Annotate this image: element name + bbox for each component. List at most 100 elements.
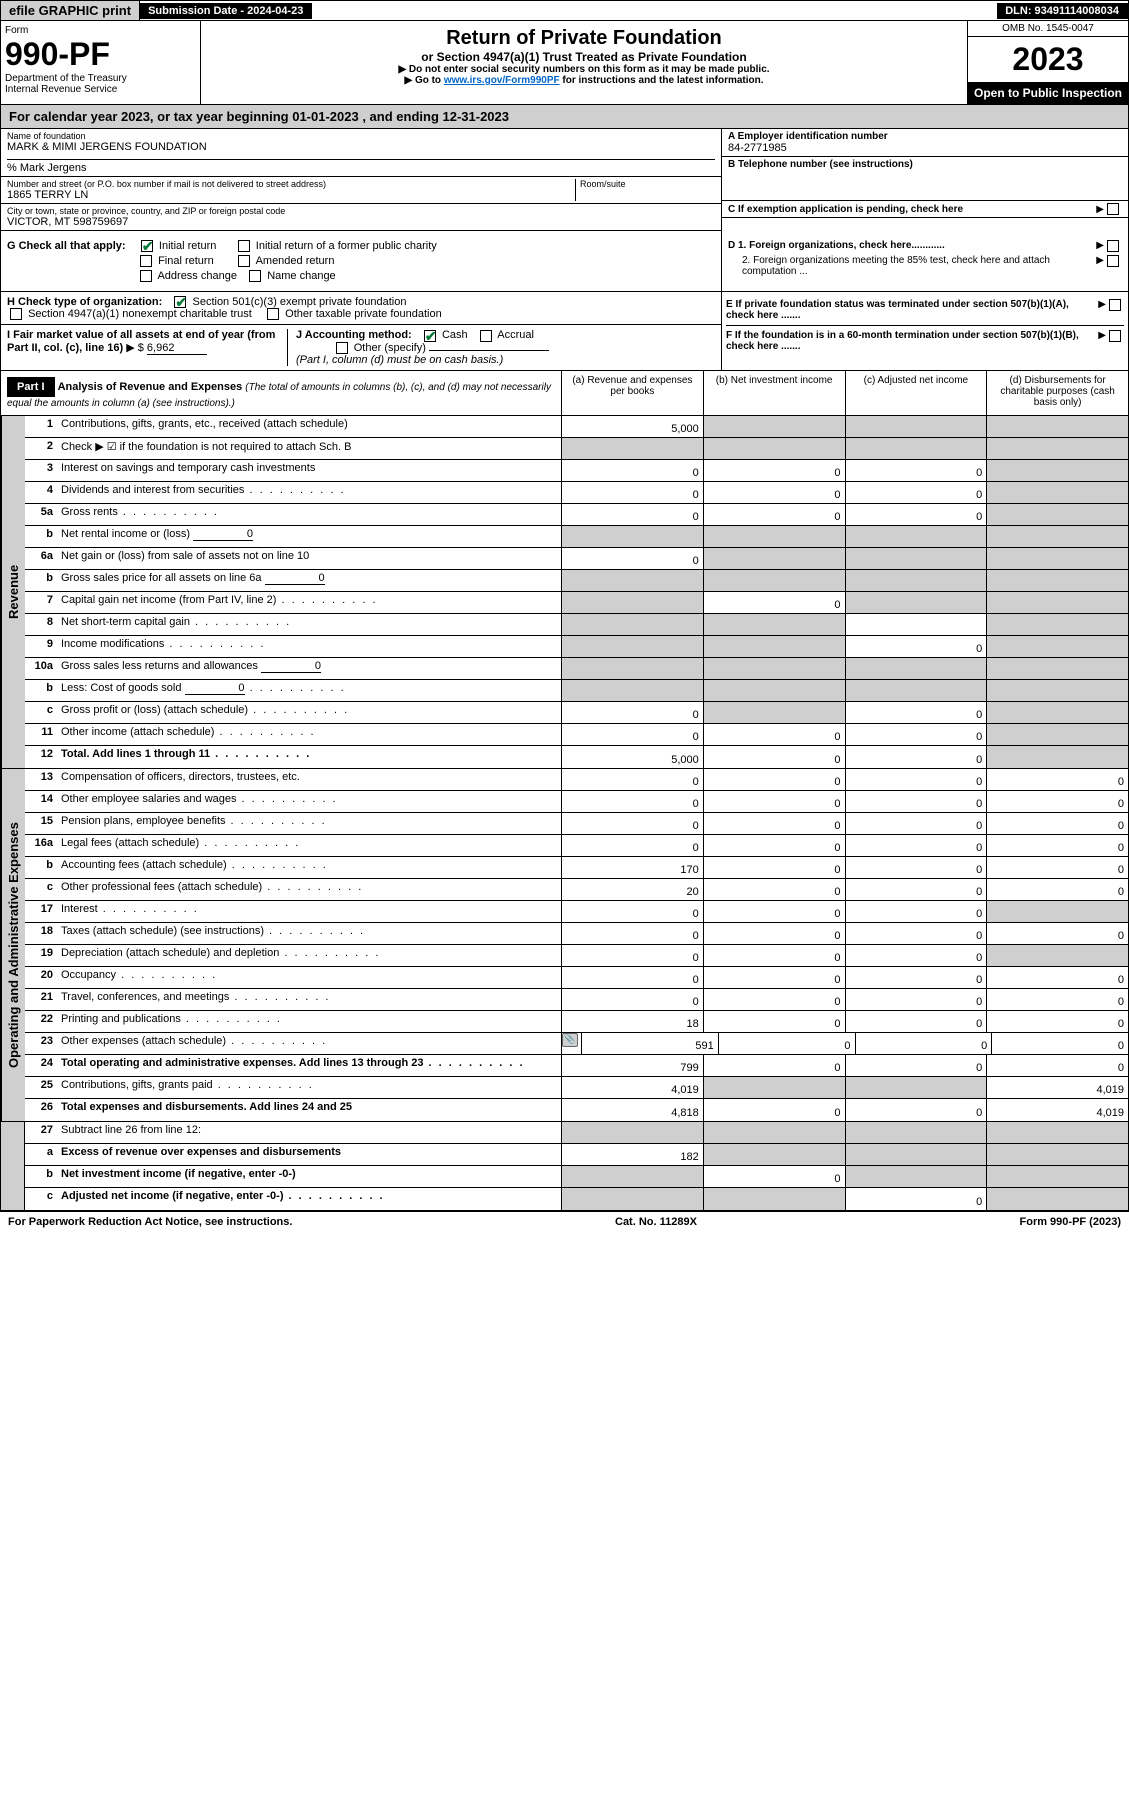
line-number: 7 <box>25 592 57 613</box>
line-number: 24 <box>25 1055 57 1076</box>
cell-value: 0 <box>703 460 845 481</box>
accrual-checkbox[interactable] <box>480 330 492 342</box>
line-description: Gross sales price for all assets on line… <box>57 570 561 591</box>
cash-checkbox[interactable] <box>424 330 436 342</box>
line-description: Occupancy <box>57 967 561 988</box>
cell-shaded <box>986 1188 1128 1210</box>
inline-amount: 0 <box>265 572 325 585</box>
line-number: b <box>25 1166 57 1187</box>
table-row: 26Total expenses and disbursements. Add … <box>25 1099 1128 1121</box>
line-description: Adjusted net income (if negative, enter … <box>57 1188 561 1210</box>
exemption-pending-label: C If exemption application is pending, c… <box>728 204 1096 215</box>
table-row: 9Income modifications0 <box>25 636 1128 658</box>
cell-shaded <box>845 1144 987 1165</box>
cell-value: 0 <box>986 923 1128 944</box>
line-description: Income modifications <box>57 636 561 657</box>
ein-label: A Employer identification number <box>728 131 1122 142</box>
line-number: 13 <box>25 769 57 790</box>
cell-value: 0 <box>703 945 845 966</box>
cell-value: 4,019 <box>986 1099 1128 1121</box>
cell-shaded <box>845 658 987 679</box>
cell-shaded <box>986 504 1128 525</box>
cell-shaded <box>703 1144 845 1165</box>
cell-value: 0 <box>986 989 1128 1010</box>
line-number: 16a <box>25 835 57 856</box>
cell-value: 0 <box>845 1188 987 1210</box>
line-number: b <box>25 526 57 547</box>
cell-shaded <box>986 570 1128 591</box>
cell-shaded <box>703 570 845 591</box>
501c3-checkbox[interactable] <box>174 296 186 308</box>
efile-print-button[interactable]: efile GRAPHIC print <box>1 1 140 20</box>
ein-value: 84-2771985 <box>728 142 1122 154</box>
table-row: cOther professional fees (attach schedul… <box>25 879 1128 901</box>
exemption-pending-checkbox[interactable] <box>1107 203 1119 215</box>
line-number: c <box>25 879 57 900</box>
status-terminated-checkbox[interactable] <box>1109 299 1121 311</box>
cell-value: 0 <box>986 857 1128 878</box>
cell-shaded <box>561 438 703 459</box>
cell-value: 0 <box>703 923 845 944</box>
address-change-checkbox[interactable] <box>140 270 152 282</box>
address-label: Number and street (or P.O. box number if… <box>7 179 575 189</box>
line-description: Capital gain net income (from Part IV, l… <box>57 592 561 613</box>
cell-shaded <box>561 592 703 613</box>
part1-title: Analysis of Revenue and Expenses <box>58 381 243 393</box>
cell-value: 0 <box>561 813 703 834</box>
line-number: 20 <box>25 967 57 988</box>
cell-shaded <box>845 438 987 459</box>
revenue-section: Revenue 1Contributions, gifts, grants, e… <box>0 416 1129 769</box>
col-a-header: (a) Revenue and expenses per books <box>561 371 703 415</box>
city-state-zip: VICTOR, MT 598759697 <box>7 216 715 228</box>
cell-value: 0 <box>703 1166 845 1187</box>
attachment-icon[interactable]: 📎 <box>562 1033 578 1047</box>
amended-return-checkbox[interactable] <box>238 255 250 267</box>
cell-value: 0 <box>845 460 987 481</box>
cell-shaded <box>703 1077 845 1098</box>
other-method-checkbox[interactable] <box>336 342 348 354</box>
4947-checkbox[interactable] <box>10 308 22 320</box>
cell-value: 799 <box>561 1055 703 1076</box>
line-number: 25 <box>25 1077 57 1098</box>
foreign-org-checkbox[interactable] <box>1107 240 1119 252</box>
cell-shaded <box>986 482 1128 503</box>
line-description: Excess of revenue over expenses and disb… <box>57 1144 561 1165</box>
foundation-name: MARK & MIMI JERGENS FOUNDATION <box>7 141 715 153</box>
form990pf-link[interactable]: www.irs.gov/Form990PF <box>444 75 560 86</box>
line-number: a <box>25 1144 57 1165</box>
cell-shaded <box>986 702 1128 723</box>
cell-value: 0 <box>986 1055 1128 1076</box>
goto-instructions: ▶ Go to www.irs.gov/Form990PF for instru… <box>207 75 961 86</box>
cell-value: 0 <box>845 923 987 944</box>
cell-value: 0 <box>561 702 703 723</box>
cell-shaded <box>561 614 703 635</box>
cell-value: 0 <box>703 857 845 878</box>
accrual-label: Accrual <box>497 329 534 341</box>
cell-shaded <box>703 702 845 723</box>
inline-amount: 0 <box>185 682 245 695</box>
name-change-checkbox[interactable] <box>249 270 261 282</box>
cell-shaded <box>561 1122 703 1143</box>
cell-value: 0 <box>561 989 703 1010</box>
60month-checkbox[interactable] <box>1109 330 1121 342</box>
col-c-header: (c) Adjusted net income <box>845 371 987 415</box>
col-b-header: (b) Net investment income <box>703 371 845 415</box>
cell-shaded <box>986 1122 1128 1143</box>
cell-value: 0 <box>703 879 845 900</box>
cell-value: 0 <box>703 482 845 503</box>
line-number: 18 <box>25 923 57 944</box>
initial-return-former-checkbox[interactable] <box>238 240 250 252</box>
initial-return-checkbox[interactable] <box>141 240 153 252</box>
line-description: Taxes (attach schedule) (see instruction… <box>57 923 561 944</box>
right-arrow-icon: ▶ <box>1096 255 1104 277</box>
table-row: 22Printing and publications18000 <box>25 1011 1128 1033</box>
cell-value: 0 <box>703 592 845 613</box>
line-description: Pension plans, employee benefits <box>57 813 561 834</box>
form-label: Form <box>5 25 196 36</box>
cell-value: 0 <box>703 791 845 812</box>
other-taxable-checkbox[interactable] <box>267 308 279 320</box>
cell-shaded <box>703 614 845 635</box>
foreign-85-checkbox[interactable] <box>1107 255 1119 267</box>
final-return-checkbox[interactable] <box>140 255 152 267</box>
table-row: 20Occupancy0000 <box>25 967 1128 989</box>
